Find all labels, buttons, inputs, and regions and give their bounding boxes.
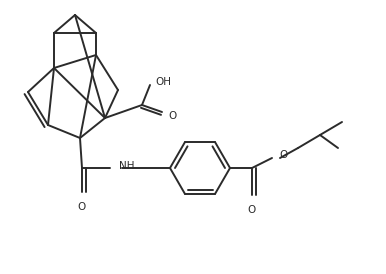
Text: O: O (279, 150, 287, 160)
Text: O: O (78, 202, 86, 212)
Text: O: O (168, 111, 176, 121)
Text: O: O (248, 205, 256, 215)
Text: NH: NH (119, 161, 134, 171)
Text: OH: OH (155, 77, 171, 87)
